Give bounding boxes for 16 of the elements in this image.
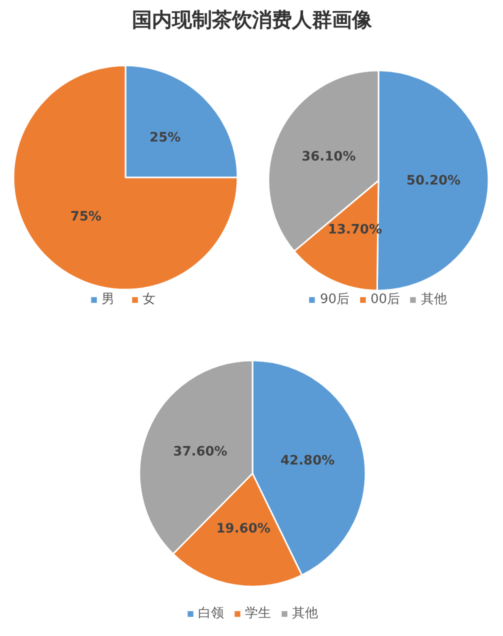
data-label: 37.60%	[173, 444, 228, 460]
legend-label: 白领	[198, 605, 224, 622]
data-label: 75%	[70, 210, 102, 225]
legend-label: 00后	[370, 291, 400, 308]
data-label: 42.80%	[280, 453, 335, 468]
data-label: 19.60%	[216, 522, 270, 537]
chart-title: 国内现制茶饮消费人群画像	[132, 8, 373, 32]
legend-label: 其他	[292, 605, 318, 622]
legend-label: 女	[142, 291, 156, 308]
legend-label: 学生	[245, 605, 271, 622]
data-label: 36.10%	[302, 150, 356, 165]
legend-label: 男	[102, 291, 116, 308]
legend-label: 其他	[421, 291, 448, 308]
data-label: 25%	[150, 130, 181, 146]
data-label: 50.20%	[406, 173, 461, 188]
legend-label: 90后	[320, 291, 350, 308]
